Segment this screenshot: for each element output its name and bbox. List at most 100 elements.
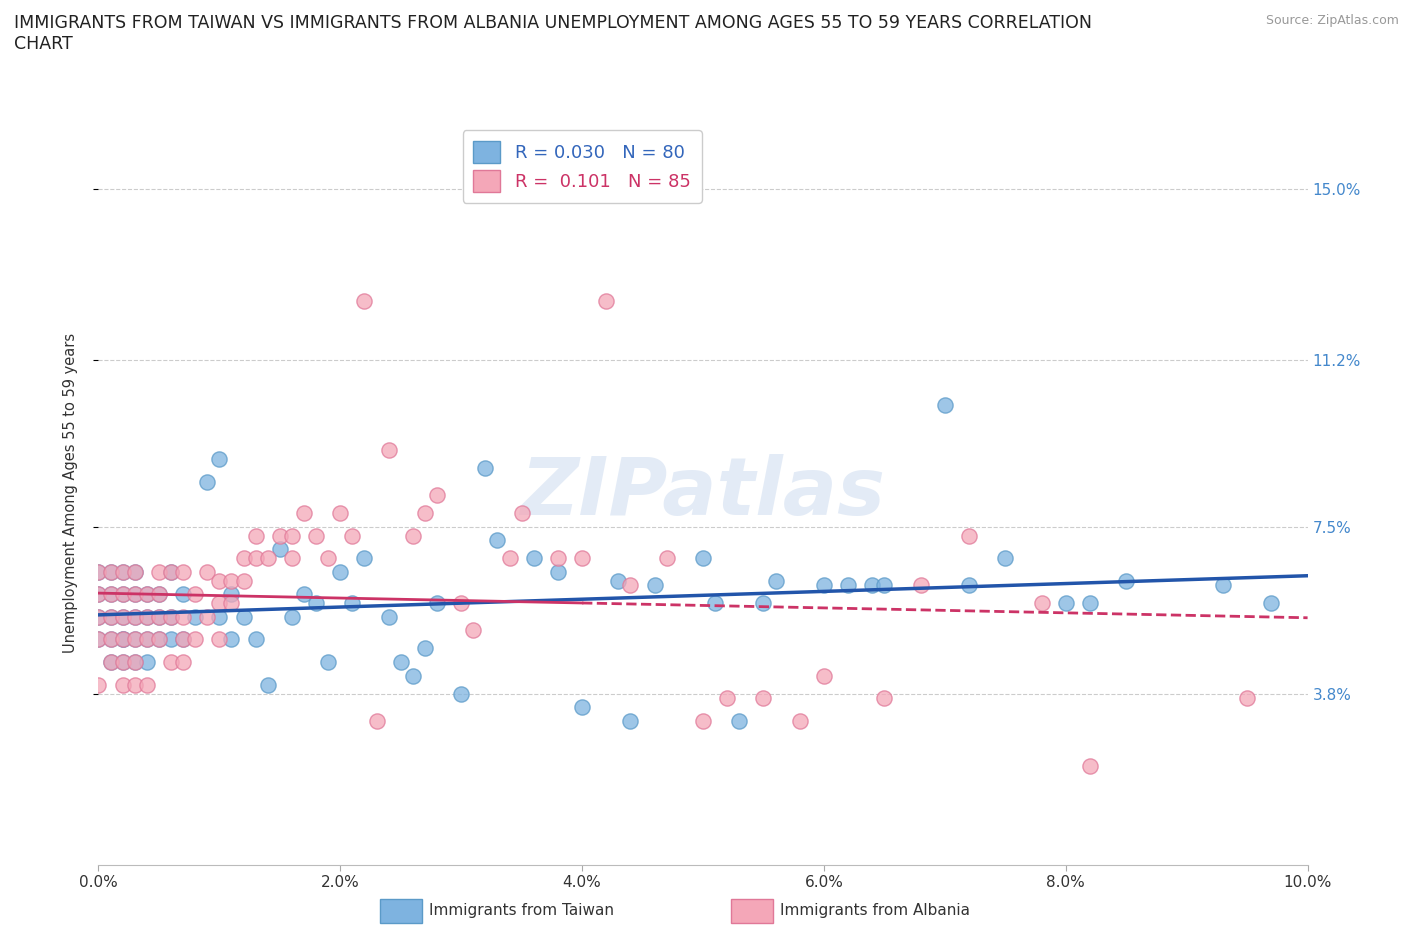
Point: [523, 551, 546, 565]
Point: [172, 655, 194, 670]
Point: [316, 551, 339, 565]
Point: [184, 587, 207, 602]
Point: [329, 565, 352, 579]
Point: [498, 551, 520, 565]
Point: [245, 551, 267, 565]
Point: [860, 578, 883, 592]
Point: [595, 294, 617, 309]
Point: [135, 609, 157, 624]
Point: [111, 565, 134, 579]
Point: [148, 587, 170, 602]
Point: [245, 528, 267, 543]
Point: [232, 609, 254, 624]
Text: Immigrants from Taiwan: Immigrants from Taiwan: [429, 903, 614, 918]
Point: [413, 641, 436, 656]
Point: [100, 632, 122, 647]
Point: [111, 632, 134, 647]
Point: [221, 632, 243, 647]
Point: [87, 632, 110, 647]
Point: [100, 587, 122, 602]
Point: [765, 574, 787, 589]
Point: [1078, 758, 1101, 773]
Point: [269, 528, 291, 543]
Point: [124, 587, 146, 602]
Point: [172, 632, 194, 647]
Point: [232, 574, 254, 589]
Point: [100, 587, 122, 602]
Point: [716, 691, 738, 706]
Point: [789, 713, 811, 728]
Point: [607, 574, 630, 589]
Point: [1115, 574, 1137, 589]
Point: [148, 565, 170, 579]
Point: [184, 632, 207, 647]
Point: [148, 587, 170, 602]
Point: [160, 609, 183, 624]
Point: [342, 596, 364, 611]
Y-axis label: Unemployment Among Ages 55 to 59 years: Unemployment Among Ages 55 to 59 years: [63, 333, 77, 653]
Point: [1212, 578, 1234, 592]
Point: [195, 474, 218, 489]
Point: [208, 574, 231, 589]
Point: [402, 668, 425, 683]
Text: Source: ZipAtlas.com: Source: ZipAtlas.com: [1265, 14, 1399, 27]
Point: [221, 587, 243, 602]
Point: [957, 528, 980, 543]
Point: [148, 609, 170, 624]
Point: [619, 713, 641, 728]
Point: [547, 551, 569, 565]
Point: [426, 596, 449, 611]
Point: [160, 565, 183, 579]
Point: [221, 574, 243, 589]
Point: [837, 578, 859, 592]
Point: [450, 686, 472, 701]
Point: [87, 609, 110, 624]
Point: [547, 565, 569, 579]
Point: [994, 551, 1017, 565]
Point: [571, 699, 593, 714]
Point: [619, 578, 641, 592]
Point: [160, 565, 183, 579]
Point: [100, 632, 122, 647]
Point: [463, 623, 485, 638]
Point: [1054, 596, 1077, 611]
Point: [87, 677, 110, 692]
Point: [426, 487, 449, 502]
Point: [1078, 596, 1101, 611]
Point: [124, 655, 146, 670]
Point: [873, 691, 896, 706]
Text: Immigrants from Albania: Immigrants from Albania: [780, 903, 970, 918]
Point: [111, 655, 134, 670]
Point: [221, 596, 243, 611]
Text: ZIPatlas: ZIPatlas: [520, 454, 886, 532]
Point: [172, 587, 194, 602]
Point: [910, 578, 932, 592]
Point: [450, 596, 472, 611]
Point: [87, 587, 110, 602]
Point: [752, 596, 775, 611]
Point: [111, 587, 134, 602]
Point: [135, 587, 157, 602]
Point: [111, 587, 134, 602]
Point: [124, 565, 146, 579]
Point: [172, 609, 194, 624]
Point: [873, 578, 896, 592]
Point: [124, 609, 146, 624]
Point: [353, 294, 375, 309]
Point: [148, 632, 170, 647]
Point: [245, 632, 267, 647]
Point: [256, 677, 278, 692]
Point: [281, 609, 304, 624]
Point: [111, 565, 134, 579]
Point: [292, 587, 315, 602]
Point: [195, 609, 218, 624]
Point: [100, 565, 122, 579]
Point: [124, 655, 146, 670]
Point: [1236, 691, 1258, 706]
Point: [486, 533, 509, 548]
Point: [316, 655, 339, 670]
Point: [366, 713, 388, 728]
Point: [934, 397, 956, 412]
Point: [208, 452, 231, 467]
Point: [389, 655, 412, 670]
